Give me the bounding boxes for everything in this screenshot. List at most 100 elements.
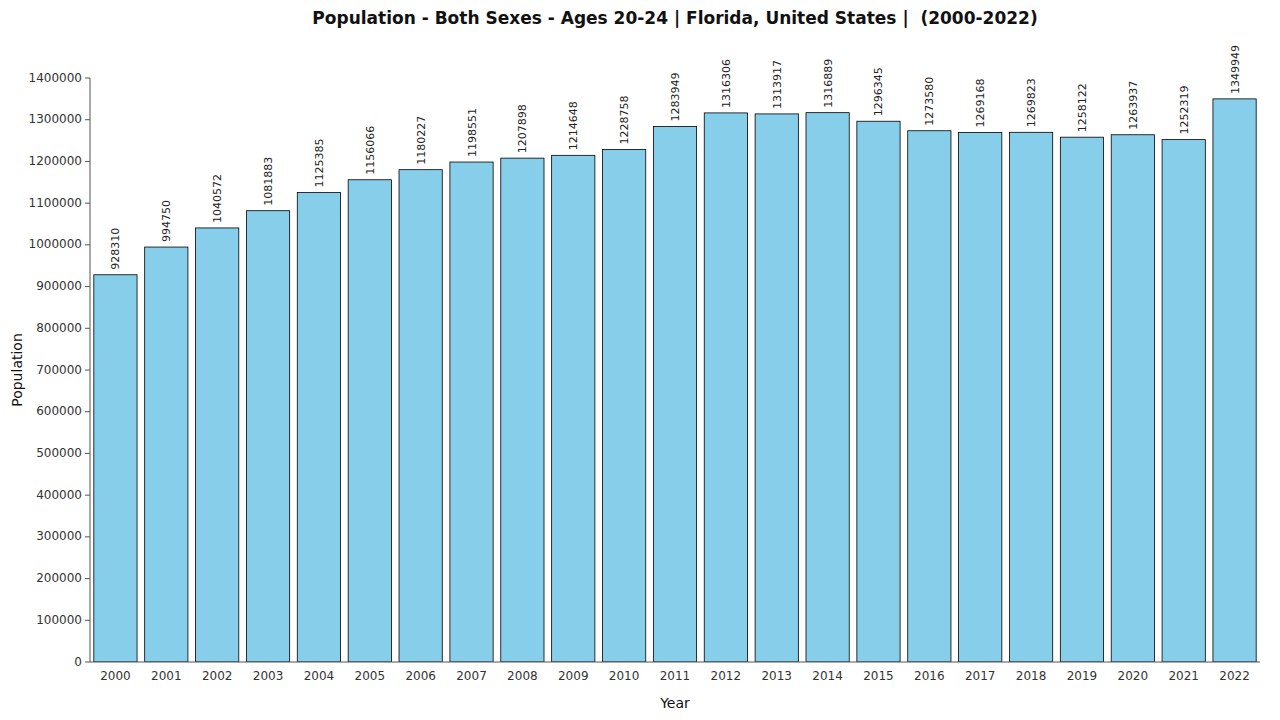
bar <box>297 193 340 662</box>
y-tick-label: 1300000 <box>29 112 82 126</box>
bar <box>1009 132 1052 662</box>
data-label: 1263937 <box>1127 81 1140 130</box>
x-tick-label: 2017 <box>965 669 996 683</box>
bar <box>1060 137 1103 662</box>
x-tick-label: 2000 <box>100 669 131 683</box>
y-tick-label: 600000 <box>36 404 82 418</box>
data-label: 1273580 <box>923 77 936 126</box>
y-tick <box>85 453 90 454</box>
bars <box>94 99 1256 662</box>
data-label: 928310 <box>109 228 122 270</box>
y-tick <box>85 328 90 329</box>
x-tick-label: 2019 <box>1067 669 1098 683</box>
bar <box>959 133 1002 662</box>
y-tick-label: 500000 <box>36 446 82 460</box>
y-tick <box>85 370 90 371</box>
x-tick-label: 2020 <box>1118 669 1149 683</box>
data-label: 1081883 <box>262 157 275 206</box>
y-tick <box>85 203 90 204</box>
bar <box>501 158 544 662</box>
data-label: 1040572 <box>211 174 224 223</box>
y-tick <box>85 78 90 79</box>
y-axis: 0100000200000300000400000500000600000700… <box>29 71 90 669</box>
x-axis: 2000200120022003200420052006200720082009… <box>100 669 1250 683</box>
bar <box>552 155 595 662</box>
bar <box>1111 135 1154 662</box>
x-tick-label: 2007 <box>456 669 487 683</box>
data-label: 994750 <box>160 200 173 242</box>
y-tick <box>85 620 90 621</box>
bar <box>704 113 747 662</box>
data-label: 1313917 <box>771 60 784 109</box>
y-tick <box>85 411 90 412</box>
data-labels: 928310 994750 1040572 1081883 1125385 1156066… <box>109 45 1241 270</box>
bar <box>1162 140 1205 662</box>
data-label: 1207898 <box>516 104 529 153</box>
bar <box>857 121 900 662</box>
bar <box>603 149 646 662</box>
background <box>0 0 1280 720</box>
x-tick-label: 2004 <box>304 669 335 683</box>
x-tick-label: 2001 <box>151 669 182 683</box>
bar <box>145 247 188 662</box>
data-label: 1156066 <box>364 126 377 175</box>
x-tick-label: 2009 <box>558 669 589 683</box>
x-tick-label: 2002 <box>202 669 233 683</box>
data-label: 1269823 <box>1025 78 1038 127</box>
x-axis-title: Year <box>659 695 690 711</box>
data-label: 1180227 <box>415 116 428 165</box>
x-tick-label: 2012 <box>711 669 742 683</box>
y-axis-line <box>90 78 91 662</box>
bar <box>908 131 951 662</box>
y-tick-label: 1000000 <box>29 237 82 251</box>
bar <box>1213 99 1256 662</box>
data-label: 1349949 <box>1229 45 1242 94</box>
y-tick <box>85 286 90 287</box>
chart: 0100000200000300000400000500000600000700… <box>0 0 1280 720</box>
bar <box>450 162 493 662</box>
y-axis-title: Population <box>9 333 25 407</box>
data-label: 1258122 <box>1076 83 1089 132</box>
y-tick-label: 0 <box>74 655 82 669</box>
bar <box>653 126 696 662</box>
y-tick-label: 100000 <box>36 613 82 627</box>
bar <box>348 180 391 662</box>
data-label: 1214648 <box>567 101 580 150</box>
bar <box>94 275 137 662</box>
y-tick-label: 1200000 <box>29 154 82 168</box>
bar <box>196 228 239 662</box>
x-tick-label: 2015 <box>863 669 894 683</box>
x-tick-label: 2021 <box>1168 669 1199 683</box>
y-tick-label: 800000 <box>36 321 82 335</box>
bar <box>399 170 442 662</box>
x-tick-label: 2022 <box>1219 669 1250 683</box>
x-axis-line <box>90 662 1260 663</box>
bar <box>246 211 289 662</box>
x-tick-label: 2016 <box>914 669 945 683</box>
y-tick-label: 700000 <box>36 363 82 377</box>
y-tick <box>85 161 90 162</box>
x-tick-label: 2013 <box>761 669 792 683</box>
data-label: 1283949 <box>669 72 682 121</box>
data-label: 1269168 <box>974 79 987 128</box>
data-label: 1316306 <box>720 59 733 108</box>
data-label: 1228758 <box>618 95 631 144</box>
x-tick-label: 2008 <box>507 669 538 683</box>
data-label: 1198551 <box>466 108 479 157</box>
x-tick-label: 2003 <box>253 669 284 683</box>
x-tick-label: 2006 <box>405 669 436 683</box>
y-tick <box>85 578 90 579</box>
bar <box>755 114 798 662</box>
y-tick <box>85 662 90 663</box>
x-tick-label: 2011 <box>660 669 691 683</box>
y-tick-label: 400000 <box>36 488 82 502</box>
y-tick <box>85 244 90 245</box>
y-tick-label: 900000 <box>36 279 82 293</box>
y-tick <box>85 536 90 537</box>
data-label: 1252319 <box>1178 86 1191 135</box>
data-label: 1316889 <box>822 59 835 108</box>
y-tick <box>85 119 90 120</box>
y-tick-label: 1400000 <box>29 71 82 85</box>
bar <box>806 113 849 662</box>
data-label: 1125385 <box>313 139 326 188</box>
